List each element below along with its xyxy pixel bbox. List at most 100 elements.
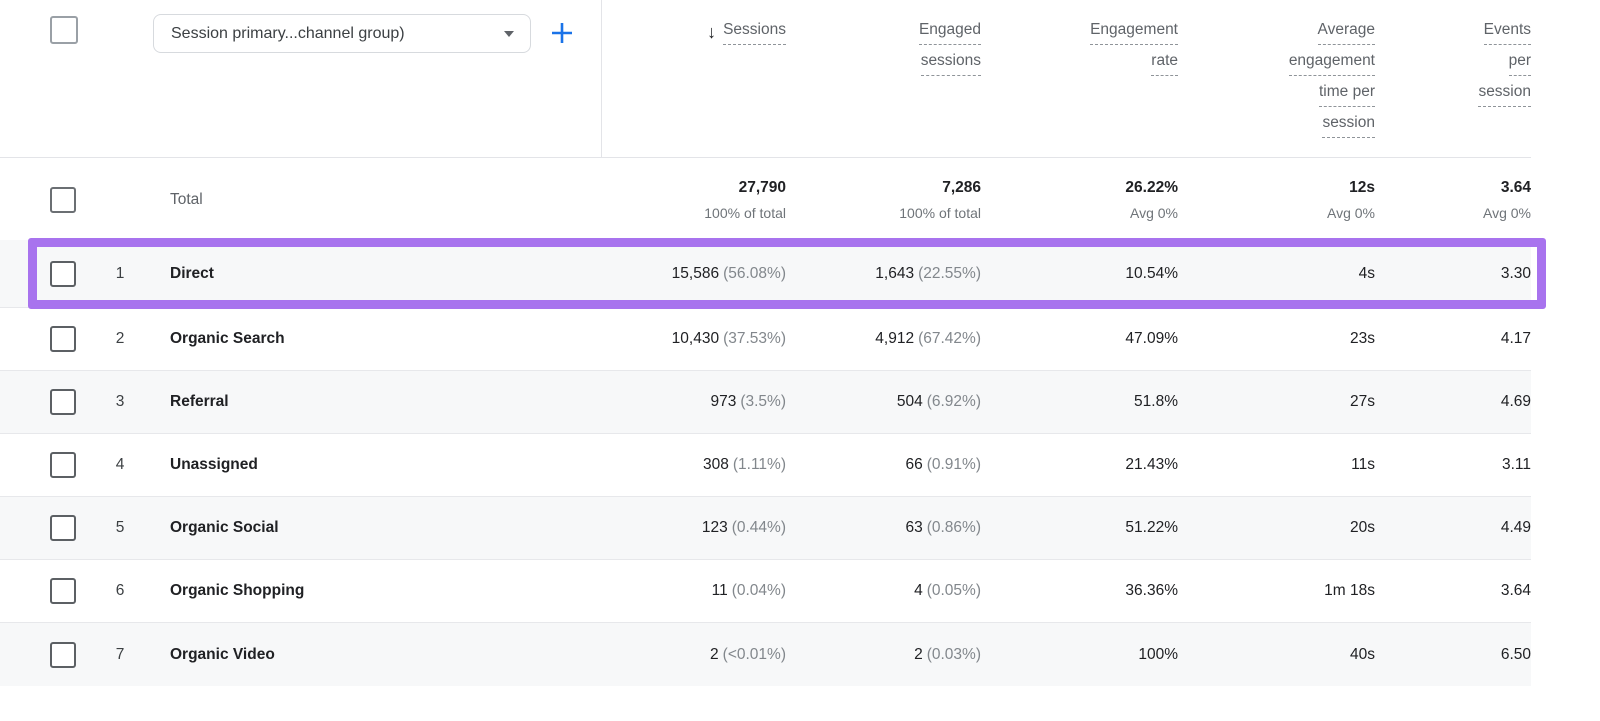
column-header-label: session xyxy=(1322,112,1375,138)
channel-name: Organic Shopping xyxy=(170,582,305,599)
sessions-cell: 2 (<0.01%) xyxy=(710,645,786,663)
channel-name: Referral xyxy=(170,393,229,410)
sessions-cell: 123 (0.44%) xyxy=(701,519,786,536)
total-value: 12s xyxy=(1349,178,1375,196)
events-per-session-cell: 3.64 xyxy=(1500,582,1531,599)
row-number: 2 xyxy=(115,330,125,347)
table-row[interactable]: 3 Referral 973 (3.5%) 504 (6.92%) 51.8% 27… xyxy=(0,371,1531,434)
total-engagement-rate: 26.22% Avg 0% xyxy=(981,179,1178,221)
engagement-rate-cell: 10.54% xyxy=(1125,264,1178,282)
column-header-sessions[interactable]: ↓ Sessions xyxy=(601,19,786,143)
column-header-label: sessions xyxy=(920,50,981,76)
sessions-cell: 308 (1.11%) xyxy=(703,456,786,473)
metric-headers: ↓ Sessions Engaged sessions Engagement r… xyxy=(601,19,1531,143)
total-value: 3.64 xyxy=(1500,178,1531,196)
row-checkbox[interactable] xyxy=(50,515,76,541)
events-per-session-cell: 6.50 xyxy=(1500,645,1531,663)
total-row-checkbox[interactable] xyxy=(50,186,76,213)
engagement-rate-cell: 51.22% xyxy=(1125,519,1178,536)
channel-name: Organic Social xyxy=(170,519,279,536)
dimension-dropdown[interactable]: Session primary...channel group) xyxy=(153,14,531,53)
avg-engagement-time-cell: 1m 18s xyxy=(1324,582,1375,599)
sessions-cell: 15,586 (56.08%) xyxy=(671,264,786,282)
channel-name: Unassigned xyxy=(170,456,258,473)
events-per-session-cell: 3.30 xyxy=(1500,264,1531,282)
total-sub: Avg 0% xyxy=(1327,204,1375,221)
channel-name: Direct xyxy=(170,264,214,282)
total-events-per-session: 3.64 Avg 0% xyxy=(1375,179,1531,221)
engaged-sessions-cell: 63 (0.86%) xyxy=(905,519,981,536)
engagement-rate-cell: 47.09% xyxy=(1125,330,1178,347)
row-number: 3 xyxy=(115,393,125,410)
sessions-cell: 10,430 (37.53%) xyxy=(671,330,786,347)
add-dimension-icon xyxy=(552,23,572,43)
dimension-dropdown-label: Session primary...channel group) xyxy=(171,24,405,42)
table-row[interactable]: 4 Unassigned 308 (1.11%) 66 (0.91%) 21.43%… xyxy=(0,434,1531,497)
column-header-label: Engaged xyxy=(918,19,981,45)
row-checkbox[interactable] xyxy=(50,260,76,287)
events-per-session-cell: 4.49 xyxy=(1500,519,1531,536)
total-value: 26.22% xyxy=(1125,178,1178,196)
row-checkbox[interactable] xyxy=(50,578,76,604)
total-sub: Avg 0% xyxy=(1483,204,1531,221)
total-label: Total xyxy=(170,190,203,208)
total-engaged-sessions: 7,286 100% of total xyxy=(786,179,981,221)
table-row[interactable]: 2 Organic Search 10,430 (37.53%) 4,912 (67… xyxy=(0,308,1531,371)
engagement-rate-cell: 21.43% xyxy=(1125,456,1178,473)
select-all-checkbox[interactable] xyxy=(50,16,78,44)
avg-engagement-time-cell: 11s xyxy=(1351,456,1375,473)
total-value: 27,790 xyxy=(738,178,786,196)
row-number: 7 xyxy=(115,645,125,663)
table-row[interactable]: 7 Organic Video 2 (<0.01%) 2 (0.03%) 100% … xyxy=(0,623,1531,686)
sort-descending-icon: ↓ xyxy=(707,22,717,42)
column-header-events-per-session[interactable]: Events per session xyxy=(1375,19,1531,143)
row-checkbox[interactable] xyxy=(50,389,76,415)
engaged-sessions-cell: 66 (0.91%) xyxy=(905,456,981,473)
engagement-rate-cell: 51.8% xyxy=(1134,393,1178,410)
column-header-label: Sessions xyxy=(723,19,786,45)
avg-engagement-time-cell: 4s xyxy=(1358,264,1375,282)
total-value: 7,286 xyxy=(942,178,981,196)
engagement-rate-cell: 100% xyxy=(1138,645,1178,663)
column-header-engagement-rate[interactable]: Engagement rate xyxy=(981,19,1178,143)
column-header-label: engagement xyxy=(1288,50,1375,76)
row-number: 1 xyxy=(115,264,125,282)
total-avg-engagement-time: 12s Avg 0% xyxy=(1178,179,1375,221)
avg-engagement-time-cell: 40s xyxy=(1350,645,1375,663)
column-header-label: Engagement xyxy=(1090,19,1178,45)
column-header-engaged-sessions[interactable]: Engaged sessions xyxy=(786,19,981,143)
column-header-label: rate xyxy=(1151,50,1178,76)
table-row[interactable]: 6 Organic Shopping 11 (0.04%) 4 (0.05%) 36… xyxy=(0,560,1531,623)
chevron-down-icon xyxy=(504,30,514,37)
row-checkbox[interactable] xyxy=(50,452,76,478)
row-number: 5 xyxy=(115,519,125,536)
avg-engagement-time-cell: 20s xyxy=(1350,519,1375,536)
engaged-sessions-cell: 4 (0.05%) xyxy=(914,582,981,599)
column-header-label: per xyxy=(1508,50,1531,76)
total-sub: Avg 0% xyxy=(1130,204,1178,221)
sessions-cell: 11 (0.04%) xyxy=(711,582,786,599)
avg-engagement-time-cell: 23s xyxy=(1350,330,1375,347)
engaged-sessions-cell: 504 (6.92%) xyxy=(896,393,981,410)
table-row[interactable]: 1 Direct 15,586 (56.08%) 1,643 (22.55%) 10… xyxy=(0,240,1531,308)
row-number: 4 xyxy=(115,456,125,473)
avg-engagement-time-cell: 27s xyxy=(1350,393,1375,410)
total-sub: 100% of total xyxy=(704,204,786,221)
sessions-cell: 973 (3.5%) xyxy=(710,393,786,410)
column-header-label: time per xyxy=(1319,81,1375,107)
engagement-rate-cell: 36.36% xyxy=(1125,582,1178,599)
column-header-avg-engagement-time[interactable]: Average engagement time per session xyxy=(1178,19,1375,143)
engaged-sessions-cell: 2 (0.03%) xyxy=(914,645,981,663)
row-checkbox[interactable] xyxy=(50,326,76,352)
events-per-session-cell: 4.17 xyxy=(1500,330,1531,347)
total-row: Total 27,790 100% of total 7,286 100% of… xyxy=(0,157,1531,241)
column-header-label: session xyxy=(1478,81,1531,107)
table-row[interactable]: 5 Organic Social 123 (0.44%) 63 (0.86%) 51… xyxy=(0,497,1531,560)
column-header-label: Events xyxy=(1483,19,1531,45)
add-dimension-button[interactable] xyxy=(546,17,578,49)
events-per-session-cell: 3.11 xyxy=(1501,456,1531,473)
row-checkbox[interactable] xyxy=(50,641,76,668)
row-number: 6 xyxy=(115,582,125,599)
channel-name: Organic Video xyxy=(170,645,275,663)
